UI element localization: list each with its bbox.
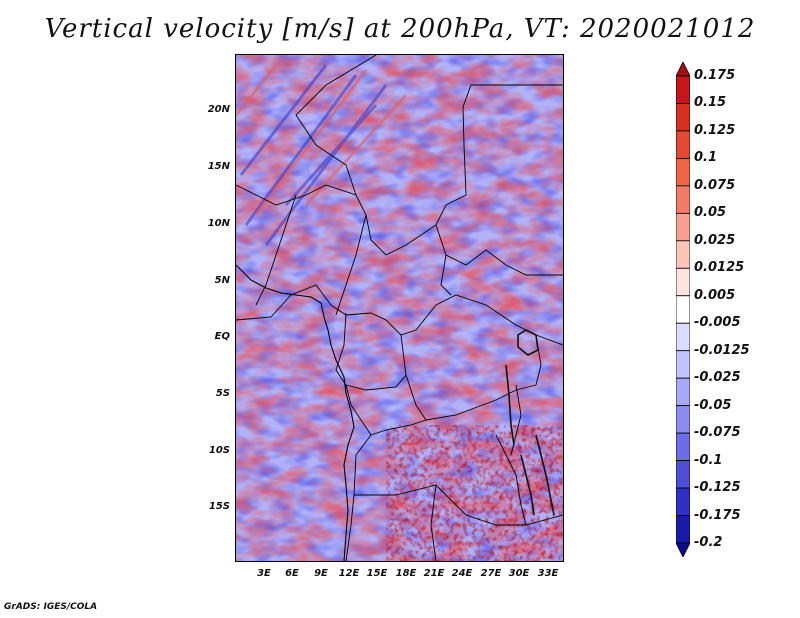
- colorbar-segment: [676, 240, 690, 269]
- colorbar-segment: [676, 432, 690, 461]
- colorbar-tick-label: 0.075: [694, 177, 736, 193]
- lon-label: 30E: [508, 568, 530, 579]
- lon-label: 12E: [338, 568, 360, 579]
- map-title: Vertical velocity [m/s] at 200hPa, VT: 2…: [44, 14, 756, 44]
- lon-label: 21E: [423, 568, 445, 579]
- lon-label: 6E: [285, 568, 299, 579]
- colorbar-tick-label: 0.025: [694, 232, 736, 248]
- colorbar: [676, 62, 690, 557]
- colorbar-tick-label: -0.05: [694, 397, 732, 413]
- colorbar-tick-label: 0.05: [694, 205, 727, 221]
- coastline: [236, 264, 355, 561]
- country-borders: [236, 55, 563, 561]
- colorbar-segment: [676, 103, 690, 132]
- colorbar-segment: [676, 487, 690, 516]
- lon-label: 3E: [257, 568, 271, 579]
- colorbar-tick-label: 0.005: [694, 287, 736, 303]
- credit-text: GrADS: IGES/COLA: [4, 602, 98, 612]
- lat-label: 10N: [207, 218, 230, 229]
- colorbar-tick-label: -0.1: [694, 452, 723, 468]
- lat-label: 5N: [214, 275, 230, 286]
- lon-label: 18E: [395, 568, 417, 579]
- colorbar-tick-label: -0.005: [694, 315, 741, 331]
- lat-label: 5S: [215, 388, 230, 399]
- colorbar-segment: [676, 212, 690, 242]
- lon-label: 9E: [314, 568, 328, 579]
- colorbar-segment: [676, 75, 690, 104]
- colorbar-segment: [676, 460, 690, 489]
- colorbar-tick-label: -0.025: [694, 370, 741, 386]
- colorbar-segment: [676, 350, 690, 379]
- colorbar-segment: [676, 267, 690, 297]
- lat-label: 15N: [207, 161, 230, 172]
- colorbar-tick-label: 0.125: [694, 122, 736, 138]
- colorbar-segment: [676, 322, 690, 352]
- colorbar-bottom-arrow: [676, 542, 690, 557]
- velocity-field-map: [236, 55, 563, 561]
- colorbar-top-arrow: [676, 62, 690, 77]
- lat-label: 15S: [208, 501, 230, 512]
- colorbar-segment: [676, 295, 690, 324]
- colorbar-tick-label: -0.125: [694, 480, 741, 496]
- colorbar-tick-label: 0.1: [694, 150, 718, 166]
- lake-outlines: [505, 329, 555, 516]
- colorbar-tick-label: 0.15: [694, 95, 727, 111]
- colorbar-tick-label: -0.075: [694, 425, 741, 441]
- colorbar-tick-label: -0.2: [694, 535, 723, 550]
- lon-label: 27E: [480, 568, 502, 579]
- colorbar-segment: [676, 130, 690, 159]
- lat-label: 10S: [208, 445, 230, 456]
- lon-label: 24E: [451, 568, 473, 579]
- colorbar-segment: [676, 377, 690, 407]
- colorbar-tick-label: 0.0125: [694, 260, 745, 276]
- map-plot: [235, 54, 564, 562]
- lat-label: EQ: [214, 331, 230, 342]
- colorbar-tick-label: 0.175: [694, 68, 736, 83]
- colorbar-segment: [676, 405, 690, 434]
- colorbar-segment: [676, 158, 690, 187]
- colorbar-segment: [676, 515, 690, 544]
- lon-label: 15E: [366, 568, 388, 579]
- colorbar-tick-label: -0.175: [694, 507, 741, 523]
- lat-label: 20N: [207, 104, 230, 115]
- colorbar-segment: [676, 185, 690, 214]
- colorbar-tick-label: -0.0125: [694, 342, 750, 358]
- lon-label: 33E: [537, 568, 559, 579]
